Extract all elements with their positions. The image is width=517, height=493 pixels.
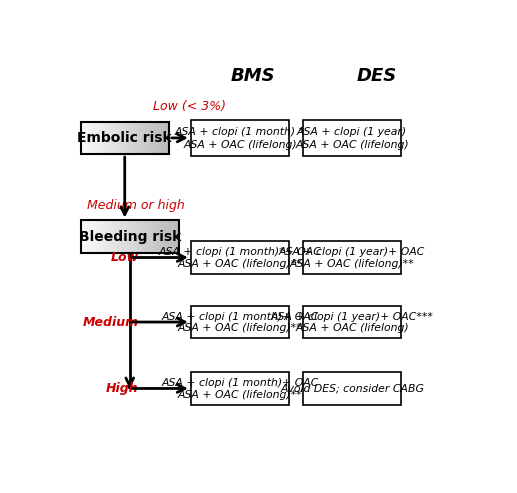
Text: BMS: BMS xyxy=(231,67,275,85)
Text: ASA + OAC (lifelong)**: ASA + OAC (lifelong)** xyxy=(178,323,302,333)
Text: DES: DES xyxy=(357,67,397,85)
Text: ASA + OAC (lifelong): ASA + OAC (lifelong) xyxy=(295,323,409,333)
Text: High: High xyxy=(106,382,139,395)
Text: ASA + OAC (lifelong): ASA + OAC (lifelong) xyxy=(183,140,297,150)
Text: Low: Low xyxy=(111,251,139,264)
Text: ASA + clopi (1 month)+ OAC: ASA + clopi (1 month)+ OAC xyxy=(161,312,318,322)
Text: ASA + clopi (1 month)+ OAC: ASA + clopi (1 month)+ OAC xyxy=(161,378,318,388)
Text: ASA + OAC (lifelong): ASA + OAC (lifelong) xyxy=(295,140,409,150)
Text: ASA + OAC (lifelong)**: ASA + OAC (lifelong)** xyxy=(178,259,302,269)
Text: ASA + clopi (1 month) *: ASA + clopi (1 month) * xyxy=(175,127,305,137)
Bar xyxy=(191,306,289,338)
Text: Embolic risk: Embolic risk xyxy=(78,131,172,145)
Bar xyxy=(81,220,179,253)
Text: Bleeding risk: Bleeding risk xyxy=(79,230,181,244)
Text: Avoid DES; consider CABG: Avoid DES; consider CABG xyxy=(280,384,424,393)
Text: Low (< 3%): Low (< 3%) xyxy=(153,100,226,113)
Bar xyxy=(191,372,289,405)
Text: ASA + OAC (lifelong)**: ASA + OAC (lifelong)** xyxy=(290,259,415,269)
Text: ASA + OAC (lifelong)**: ASA + OAC (lifelong)** xyxy=(178,390,302,400)
Bar xyxy=(191,120,289,156)
Bar xyxy=(81,122,169,154)
Bar xyxy=(191,242,289,274)
Text: ASA + clopi (1 year)+ OAC***: ASA + clopi (1 year)+ OAC*** xyxy=(271,312,434,322)
Bar xyxy=(303,242,401,274)
Text: ASA + clopi (1 year)+ OAC: ASA + clopi (1 year)+ OAC xyxy=(279,247,425,257)
Bar xyxy=(303,372,401,405)
Text: ASA + clopi (1 year): ASA + clopi (1 year) xyxy=(297,127,407,137)
Bar xyxy=(303,120,401,156)
Bar xyxy=(303,306,401,338)
Text: ASA + clopi (1 month)*+ OAC: ASA + clopi (1 month)*+ OAC xyxy=(159,247,322,257)
Text: Medium or high: Medium or high xyxy=(87,199,185,212)
Text: Medium: Medium xyxy=(83,316,139,328)
